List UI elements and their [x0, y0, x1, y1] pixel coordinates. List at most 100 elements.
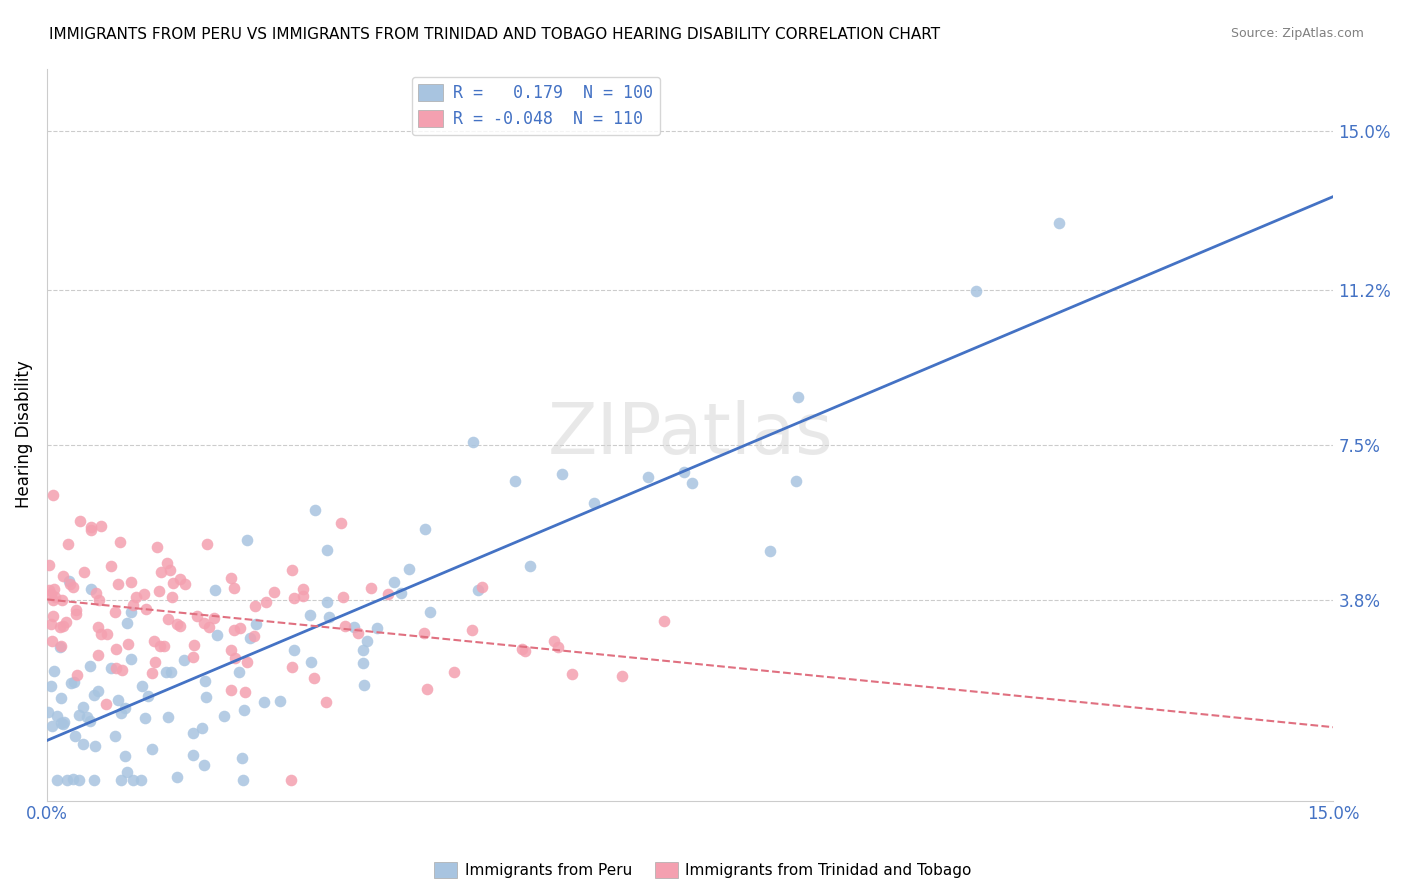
Point — [59, 577, 82, 591]
Point — [115, 764, 138, 779]
Point — [195, 537, 218, 551]
Point — [41, 679, 63, 693]
Point — [69, 514, 91, 528]
Point — [134, 711, 156, 725]
Point — [377, 587, 399, 601]
Point — [80, 524, 103, 538]
Point — [100, 558, 122, 573]
Point — [79, 714, 101, 728]
Point — [785, 474, 807, 488]
Point — [149, 640, 172, 654]
Point — [52, 716, 75, 731]
Point — [48, 640, 70, 655]
Point — [347, 626, 370, 640]
Point — [45, 772, 67, 787]
Point — [787, 390, 810, 404]
Point — [49, 691, 72, 706]
Point — [120, 652, 142, 666]
Point — [443, 665, 465, 680]
Point — [56, 537, 79, 551]
Text: Source: ZipAtlas.com: Source: ZipAtlas.com — [1230, 27, 1364, 40]
Point — [125, 590, 148, 604]
Point — [110, 772, 132, 787]
Point — [148, 583, 170, 598]
Point — [503, 474, 526, 488]
Point — [39, 587, 62, 601]
Point — [190, 722, 212, 736]
Point — [143, 656, 166, 670]
Point — [131, 772, 153, 787]
Point — [65, 607, 87, 621]
Point — [204, 583, 226, 598]
Point — [543, 634, 565, 648]
Point — [156, 612, 179, 626]
Point — [63, 729, 86, 743]
Point — [416, 681, 439, 696]
Point — [342, 620, 364, 634]
Point — [550, 467, 572, 481]
Point — [366, 621, 388, 635]
Point — [219, 643, 242, 657]
Point — [111, 663, 134, 677]
Point — [90, 626, 112, 640]
Point — [131, 679, 153, 693]
Point — [233, 685, 256, 699]
Point — [183, 638, 205, 652]
Point — [141, 666, 163, 681]
Point — [169, 619, 191, 633]
Point — [222, 623, 245, 637]
Point — [280, 772, 302, 787]
Point — [38, 583, 60, 598]
Point — [547, 640, 569, 655]
Point — [183, 747, 205, 762]
Point — [153, 639, 176, 653]
Point — [291, 582, 314, 596]
Point — [86, 648, 108, 663]
Point — [41, 719, 63, 733]
Point — [202, 611, 225, 625]
Point — [110, 706, 132, 720]
Point — [143, 633, 166, 648]
Point — [159, 563, 181, 577]
Point — [104, 641, 127, 656]
Point — [141, 741, 163, 756]
Point — [510, 641, 533, 656]
Point — [965, 284, 987, 298]
Point — [360, 582, 382, 596]
Point — [413, 522, 436, 536]
Point — [302, 671, 325, 685]
Point — [283, 591, 305, 605]
Point — [79, 658, 101, 673]
Point — [83, 689, 105, 703]
Point — [157, 710, 180, 724]
Point — [335, 619, 357, 633]
Point — [67, 708, 90, 723]
Point — [222, 581, 245, 595]
Point — [352, 643, 374, 657]
Point — [253, 695, 276, 709]
Point — [62, 580, 84, 594]
Point — [254, 595, 277, 609]
Point — [114, 701, 136, 715]
Point — [352, 657, 374, 671]
Point — [173, 577, 195, 591]
Point — [52, 619, 75, 633]
Point — [149, 565, 172, 579]
Point — [389, 585, 412, 599]
Point — [193, 757, 215, 772]
Point — [281, 563, 304, 577]
Point — [80, 582, 103, 596]
Point — [224, 651, 246, 665]
Point — [166, 616, 188, 631]
Point — [193, 616, 215, 631]
Point — [298, 607, 321, 622]
Point — [160, 665, 183, 680]
Point — [69, 772, 91, 787]
Point — [48, 619, 70, 633]
Point — [419, 605, 441, 619]
Point — [132, 586, 155, 600]
Point — [219, 571, 242, 585]
Point — [84, 585, 107, 599]
Point — [120, 575, 142, 590]
Point — [96, 627, 118, 641]
